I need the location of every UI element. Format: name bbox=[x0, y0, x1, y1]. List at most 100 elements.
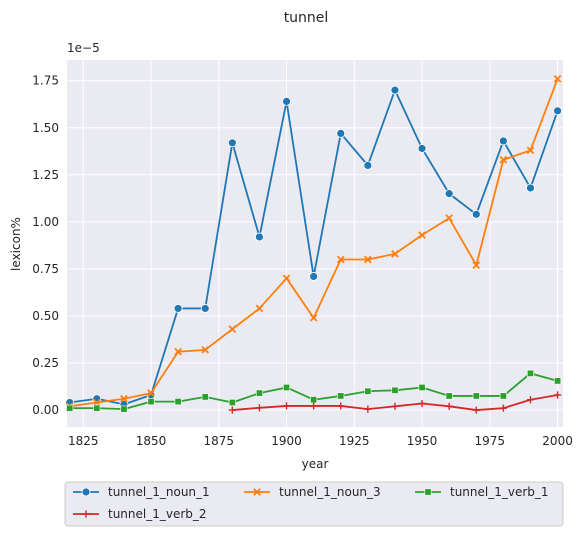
y-offset-text: 1e−5 bbox=[67, 41, 100, 55]
data-point bbox=[255, 232, 264, 242]
data-point bbox=[310, 402, 318, 410]
data-point bbox=[472, 392, 480, 400]
data-point bbox=[283, 383, 291, 391]
data-point bbox=[309, 272, 319, 281]
data-point bbox=[66, 404, 74, 412]
x-tick-label: 1975 bbox=[475, 434, 506, 448]
data-point bbox=[364, 255, 372, 264]
data-point bbox=[147, 389, 155, 397]
data-point bbox=[391, 402, 399, 410]
data-point bbox=[418, 383, 426, 391]
legend-box bbox=[64, 481, 564, 527]
y-tick-label: 1.75 bbox=[32, 74, 59, 88]
data-point bbox=[553, 106, 562, 116]
series-tunnel_1_noun_3 bbox=[65, 74, 562, 411]
legend-label: tunnel_1_noun_1 bbox=[108, 485, 210, 499]
data-point bbox=[336, 128, 346, 138]
legend-marker bbox=[81, 487, 91, 497]
data-point bbox=[391, 386, 399, 394]
data-point bbox=[390, 85, 400, 95]
data-point bbox=[255, 304, 264, 313]
x-tick-label: 1900 bbox=[271, 434, 302, 448]
y-axis-label: lexicon% bbox=[9, 217, 23, 271]
data-point bbox=[201, 393, 209, 401]
data-point bbox=[174, 347, 182, 356]
data-point bbox=[255, 404, 264, 412]
data-point bbox=[93, 404, 101, 412]
data-point bbox=[418, 399, 426, 408]
data-point bbox=[147, 398, 155, 406]
data-point bbox=[92, 398, 101, 407]
data-point bbox=[228, 399, 236, 407]
data-point bbox=[499, 155, 508, 164]
data-point bbox=[363, 160, 373, 170]
data-point bbox=[364, 387, 372, 395]
data-point bbox=[417, 144, 427, 153]
grid bbox=[67, 60, 563, 427]
data-point bbox=[173, 304, 183, 313]
legend-entry: tunnel_1_noun_3 bbox=[244, 485, 381, 499]
x-tick-label: 1925 bbox=[339, 434, 370, 448]
data-point bbox=[554, 377, 562, 385]
data-point bbox=[526, 183, 535, 193]
data-point bbox=[445, 214, 454, 222]
data-point bbox=[498, 136, 508, 146]
legend-label: tunnel_1_verb_2 bbox=[108, 507, 207, 521]
data-point bbox=[309, 314, 318, 322]
legend-entry: tunnel_1_verb_1 bbox=[415, 485, 549, 499]
data-point bbox=[472, 261, 481, 269]
data-point bbox=[418, 231, 426, 239]
data-point bbox=[227, 138, 237, 148]
data-point bbox=[120, 394, 128, 403]
y-tick-label: 1.25 bbox=[32, 168, 59, 182]
data-point bbox=[553, 74, 562, 83]
x-tick-label: 1825 bbox=[68, 434, 99, 448]
data-point bbox=[310, 396, 318, 404]
y-tick-label: 0.00 bbox=[32, 403, 59, 417]
data-point bbox=[445, 402, 453, 410]
data-point bbox=[282, 274, 291, 283]
legend-marker bbox=[82, 510, 90, 518]
y-tick-label: 0.50 bbox=[32, 309, 59, 323]
y-tick-label: 0.25 bbox=[32, 356, 59, 370]
chart-title: tunnel bbox=[284, 10, 329, 26]
legend-label: tunnel_1_verb_1 bbox=[450, 485, 549, 499]
data-point bbox=[282, 402, 291, 410]
data-point bbox=[255, 389, 263, 397]
data-point bbox=[228, 325, 237, 333]
y-tick-labels: 0.00 0.25 0.50 0.75 1.00 1.25 1.50 1.75 bbox=[32, 74, 59, 417]
data-point bbox=[228, 406, 236, 414]
plot-area bbox=[67, 60, 563, 427]
data-point bbox=[364, 405, 372, 413]
data-point bbox=[526, 396, 535, 404]
data-point bbox=[120, 405, 128, 413]
x-tick-label: 1875 bbox=[204, 434, 235, 448]
data-point bbox=[391, 250, 399, 258]
data-point bbox=[472, 406, 480, 414]
data-point bbox=[282, 97, 291, 106]
series-tunnel_1_verb_2 bbox=[228, 391, 562, 414]
data-point bbox=[526, 369, 534, 377]
data-point bbox=[526, 146, 535, 155]
data-point bbox=[445, 392, 453, 400]
series-tunnel_1_verb_1 bbox=[66, 369, 562, 413]
legend-entry: tunnel_1_noun_1 bbox=[73, 485, 210, 499]
legend-marker bbox=[424, 488, 432, 496]
series-group bbox=[65, 74, 562, 414]
data-point bbox=[553, 391, 562, 399]
data-point bbox=[444, 189, 454, 199]
legend: tunnel_1_noun_1 tunnel_1_noun_3 tunnel_1_v… bbox=[64, 481, 564, 527]
x-tick-label: 2000 bbox=[542, 434, 573, 448]
data-point bbox=[174, 398, 182, 406]
data-point bbox=[337, 402, 345, 410]
data-point bbox=[471, 209, 481, 219]
data-point bbox=[336, 255, 345, 264]
data-point bbox=[201, 345, 210, 354]
legend-entry: tunnel_1_verb_2 bbox=[73, 507, 207, 521]
legend-label: tunnel_1_noun_3 bbox=[279, 485, 381, 499]
legend-marker bbox=[253, 488, 261, 496]
data-point bbox=[337, 392, 345, 400]
x-tick-labels: 1825 1850 1875 1900 1925 1950 1975 2000 bbox=[68, 434, 573, 448]
x-tick-label: 1950 bbox=[407, 434, 438, 448]
